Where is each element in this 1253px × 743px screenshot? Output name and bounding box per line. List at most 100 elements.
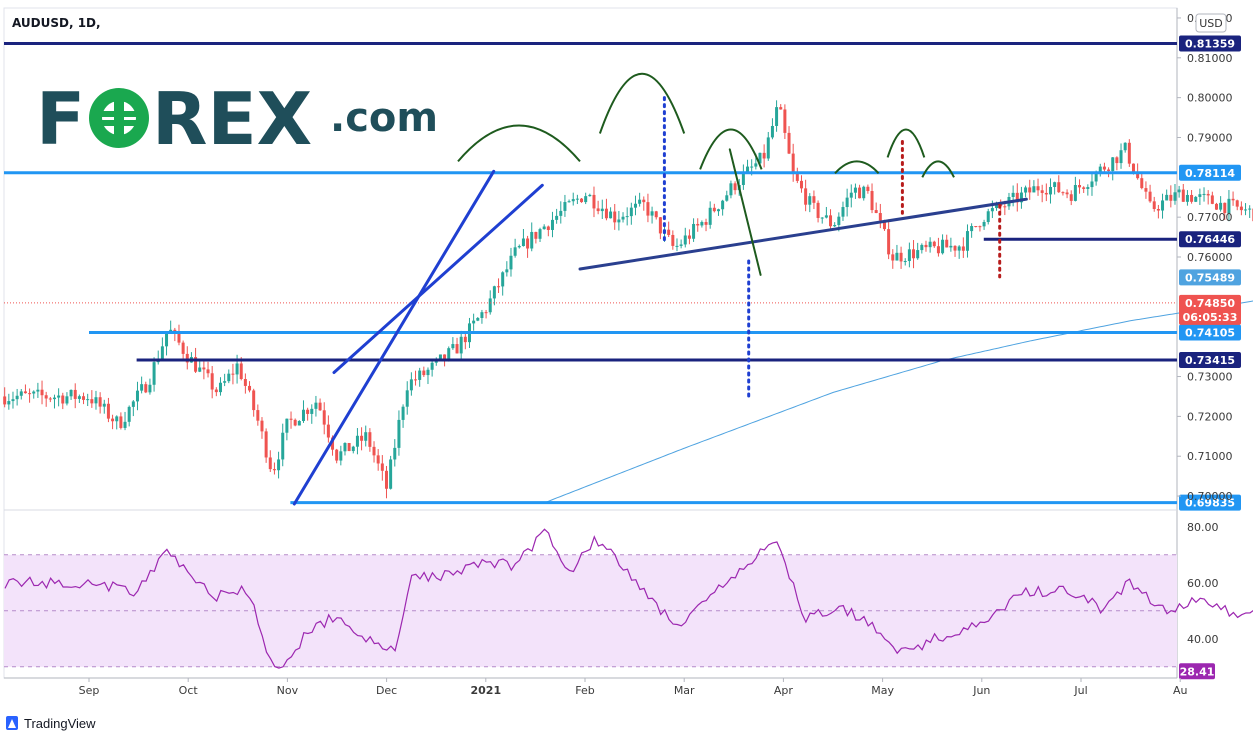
candle-down [1235,200,1239,207]
currency-label: USD [1199,17,1223,30]
candle-down [306,409,310,414]
candle-up [1024,187,1028,193]
candle-up [625,216,629,218]
candle-down [1102,166,1106,170]
candle-down [1156,208,1160,211]
candle-down [882,220,886,230]
last-price-label: 0.74850 [1185,297,1235,310]
candle-down [945,239,949,248]
candle-up [301,409,305,422]
candle-up [833,225,837,227]
candle-down [795,173,799,181]
candle-down [1190,194,1194,202]
candle-up [389,459,393,489]
candle-up [849,192,853,198]
candle-down [214,389,218,393]
forex-logo: F REX .com [36,77,438,161]
candle-down [580,198,584,203]
candle-down [874,210,878,214]
logo-letter-f: F [36,77,85,161]
candle-up [480,312,484,318]
candle-down [331,437,335,450]
candle-up [509,255,513,270]
channel-upper-line [332,183,544,374]
candle-down [264,431,268,458]
shoulder-arc-left [457,124,581,163]
candle-up [1090,181,1094,188]
rsi-band [4,554,1177,668]
candle-down [1152,201,1156,209]
candle-down [1115,157,1119,164]
shoulder-arc-2-right [921,160,955,178]
candle-up [824,215,828,218]
time-tick-label: Sep [79,684,100,697]
candle-up [538,229,542,239]
candle-up [1177,189,1181,193]
candle-down [1144,188,1148,192]
candle-up [750,166,754,168]
tradingview-logo[interactable]: TradingView [6,716,96,731]
chart-title[interactable]: AUDUSD, 1D, [12,16,101,30]
candle-down [799,180,803,189]
candle-down [762,152,766,159]
candle-down [289,418,293,420]
candle-up [571,199,575,202]
candle-up [542,226,546,230]
candle-down [696,223,700,226]
candle-up [621,216,625,220]
time-tick-label: Apr [774,684,794,697]
channel-lower-line [292,169,496,506]
axes: 0.820000.810000.800000.790000.770000.760… [79,12,1233,697]
price-tick-label: 0.81000 [1187,52,1233,65]
candle-up [277,459,281,471]
candle-down [484,312,488,314]
candle-up [488,298,492,313]
neckline [578,197,1028,271]
candle-up [459,336,463,354]
candle-down [98,397,102,407]
price-tick-label: 0.72000 [1187,410,1233,423]
candle-up [418,370,422,380]
candle-down [239,363,243,380]
candle-down [526,238,530,249]
price-level-badge [1179,231,1241,248]
candle-up [920,244,924,251]
price-level-label: 0.69835 [1185,497,1235,510]
tradingview-brand: TradingView [24,716,96,731]
currency-box[interactable] [1195,13,1227,33]
candle-up [1123,142,1127,151]
candle-up [160,346,164,360]
candle-up [1111,157,1115,171]
candle-up [355,435,359,447]
candle-down [177,331,181,343]
candle-down [497,286,501,288]
candle-down [978,226,982,228]
candle-up [1019,192,1023,203]
candle-down [106,403,110,419]
candle-up [575,198,579,200]
candle-up [11,399,15,402]
shoulder-arc-right [699,128,763,170]
candle-up [472,320,476,324]
rsi-tick-label: 60.00 [1187,577,1219,590]
candle-up [986,211,990,223]
bar-countdown: 06:05:33 [1183,311,1238,324]
candle-up [837,216,841,226]
candle-down [360,435,364,441]
candle-down [231,373,235,375]
candle-up [1053,182,1057,187]
candle-up [227,373,231,382]
candle-down [210,373,214,390]
candle-down [347,443,351,452]
price-level-label: 0.76446 [1185,233,1235,246]
candle-down [1078,185,1082,188]
candle-up [310,408,314,414]
candle-down [1044,192,1048,195]
candle-up [982,222,986,227]
candle-down [40,389,44,396]
candle-up [285,418,289,433]
price-level-badge [1179,351,1241,368]
price-level-badge [1179,494,1241,511]
candle-up [393,447,397,460]
candle-up [65,396,69,404]
